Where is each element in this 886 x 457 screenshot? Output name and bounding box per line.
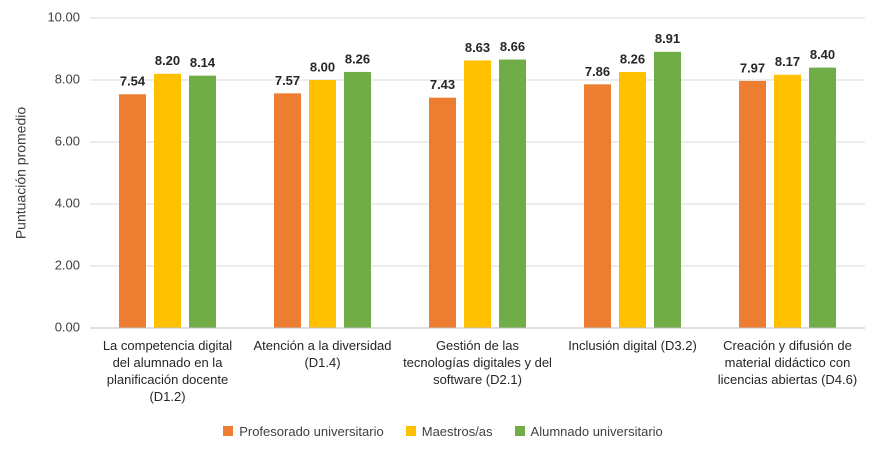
bar [154, 73, 181, 328]
x-tick-label: Gestión de las tecnologías digitales y d… [403, 338, 552, 387]
legend-swatch [514, 426, 525, 436]
data-label: 8.26 [620, 51, 645, 66]
legend-label: Maestros/as [421, 424, 493, 439]
y-tick-label: 4.00 [55, 195, 80, 210]
bar [274, 93, 301, 328]
data-label: 8.20 [155, 53, 180, 68]
x-tick-label: Atención a la diversidad (D1.4) [253, 338, 392, 370]
bar [654, 51, 681, 328]
bar [584, 84, 611, 328]
bar [739, 80, 766, 329]
bar [464, 60, 491, 328]
bar [119, 94, 146, 328]
y-axis-title: Puntuación promedio [13, 107, 29, 240]
bar [189, 75, 216, 328]
data-label: 8.00 [310, 59, 335, 74]
y-tick-label: 6.00 [55, 133, 80, 148]
data-label: 8.14 [190, 55, 216, 70]
data-label: 8.26 [345, 51, 370, 66]
data-label: 8.63 [465, 40, 490, 55]
data-label: 7.43 [430, 77, 455, 92]
data-label: 8.66 [500, 39, 525, 54]
y-tick-label: 8.00 [55, 71, 80, 86]
bar [429, 97, 456, 328]
legend-item: Profesorado universitario [223, 424, 384, 439]
y-tick-label: 0.00 [55, 319, 80, 334]
legend-label: Alumnado universitario [530, 424, 663, 439]
data-label: 7.57 [275, 73, 300, 88]
x-tick-label: Creación y difusión de material didáctic… [717, 338, 858, 387]
data-label: 8.40 [810, 47, 835, 62]
legend-label: Profesorado universitario [239, 424, 384, 439]
legend-item: Maestros/as [405, 424, 493, 439]
data-label: 7.54 [120, 74, 146, 89]
legend-swatch [405, 426, 416, 436]
data-label: 7.86 [585, 64, 610, 79]
legend-swatch [223, 426, 234, 436]
y-tick-label: 2.00 [55, 257, 80, 272]
x-tick-label: Inclusión digital (D3.2) [568, 338, 697, 353]
bar [774, 74, 801, 328]
y-tick-label: 10.00 [47, 9, 80, 24]
data-label: 8.91 [655, 31, 680, 46]
data-label: 8.17 [775, 54, 800, 69]
bar [309, 80, 336, 328]
legend: Profesorado universitario Maestros/as Alum… [0, 424, 886, 439]
bar [499, 59, 526, 328]
bar [809, 67, 836, 328]
data-label: 7.97 [740, 60, 765, 75]
legend-item: Alumnado universitario [514, 424, 663, 439]
x-tick-label: La competencia digital del alumnado en l… [102, 338, 233, 404]
bar [619, 71, 646, 328]
bar [344, 71, 371, 328]
